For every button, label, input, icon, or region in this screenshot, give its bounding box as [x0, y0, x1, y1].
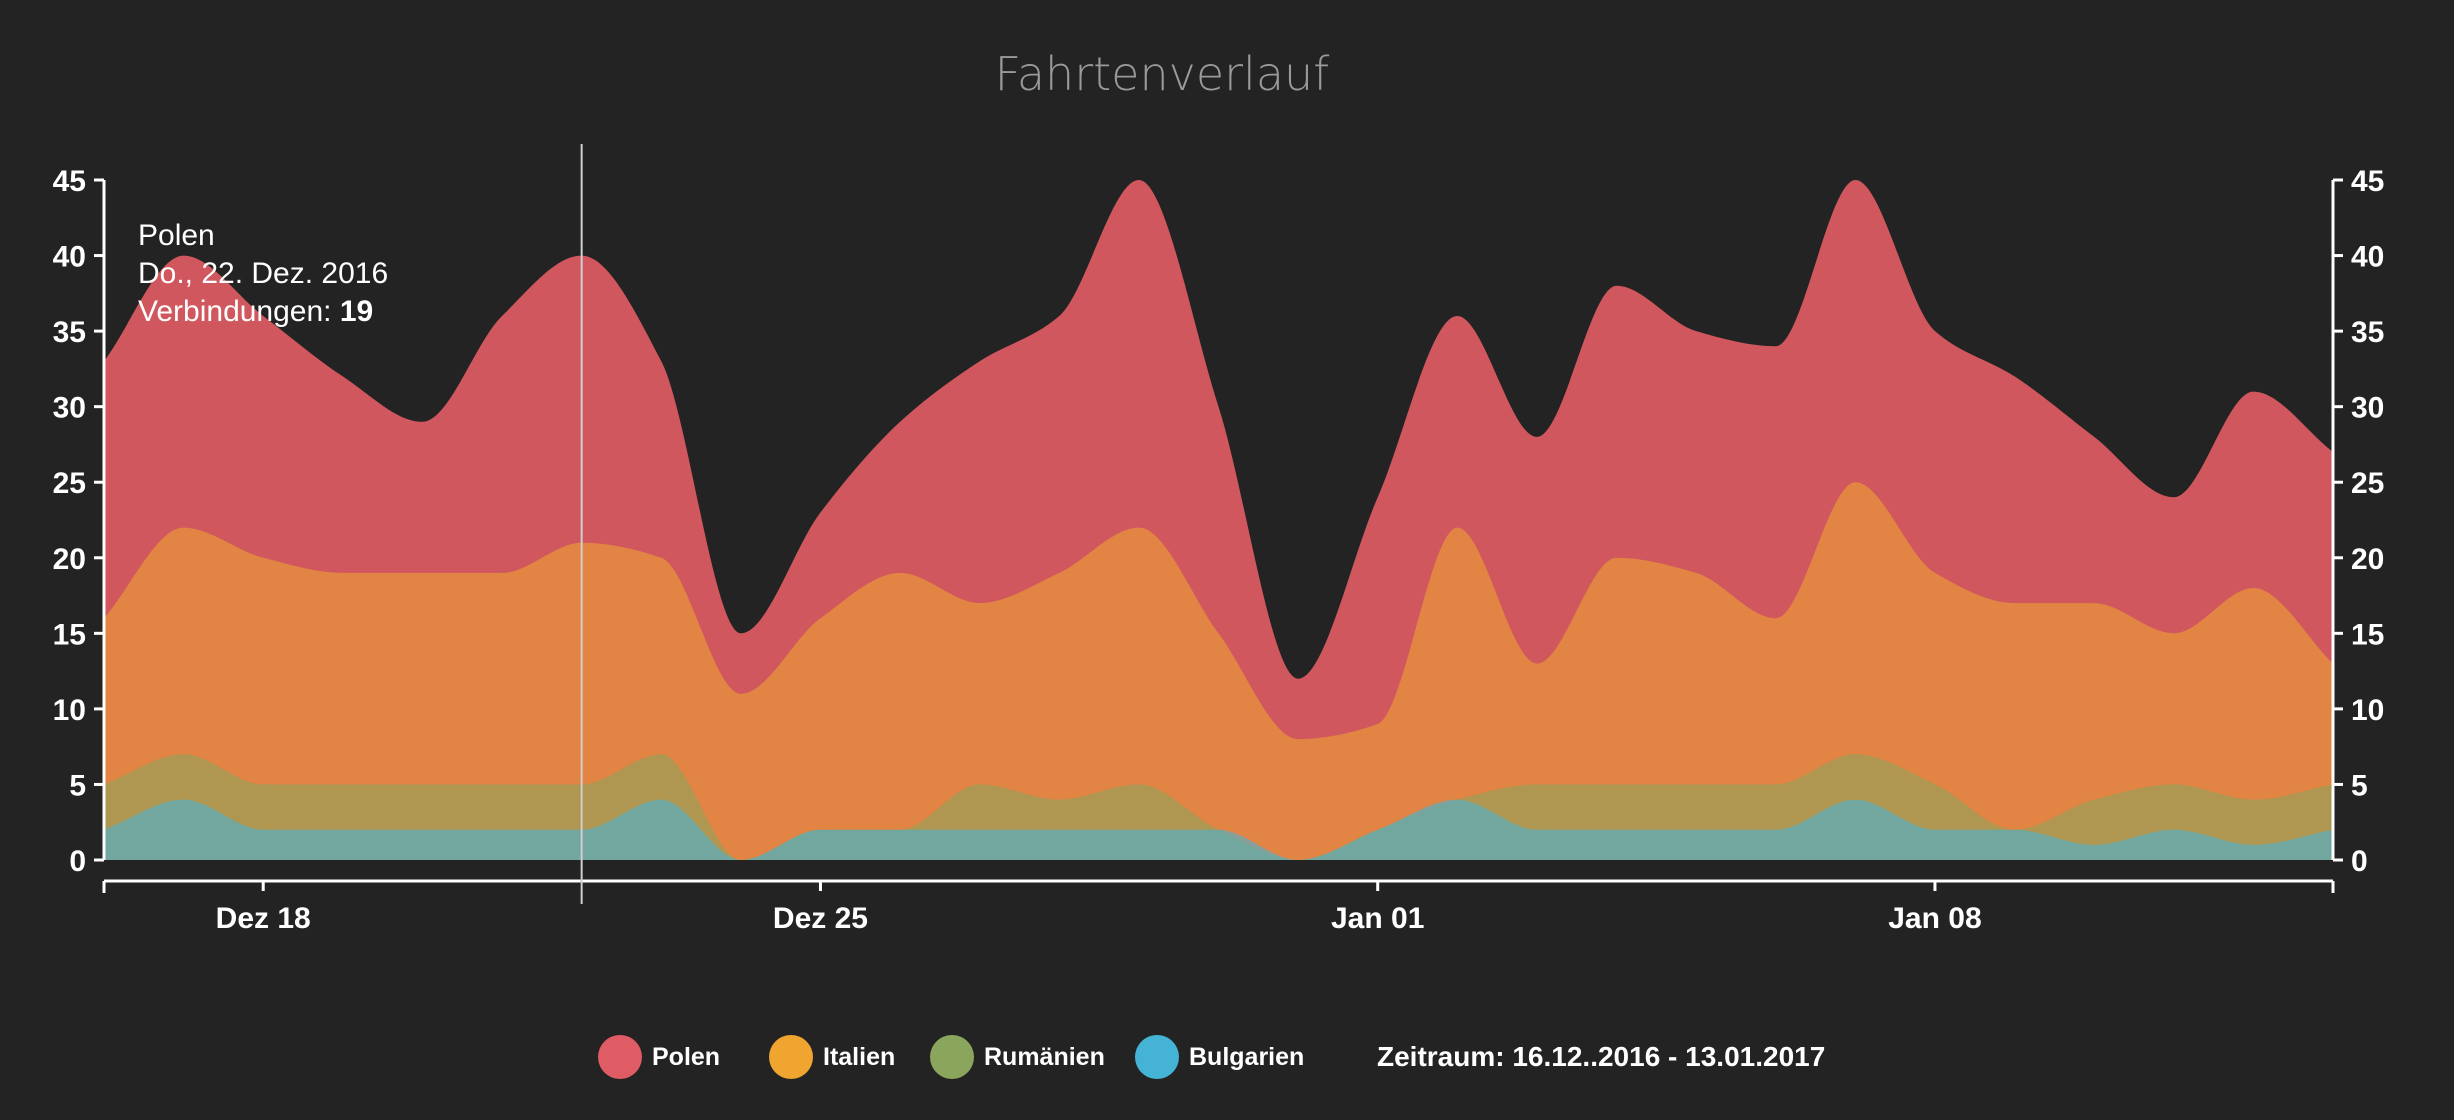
legend-label-italien[interactable]: Italien: [823, 1043, 895, 1071]
legend-swatch-bulgarien[interactable]: [1135, 1035, 1179, 1079]
tooltip-value-label: Verbindungen:: [138, 295, 340, 328]
y-tick-label-left: 20: [53, 543, 86, 576]
x-tick-label: Dez 25: [773, 902, 868, 935]
legend-swatch-italien[interactable]: [769, 1035, 813, 1079]
y-tick-label-right: 25: [2351, 467, 2384, 500]
y-tick-label-right: 30: [2351, 392, 2384, 425]
y-axis-left: 0 5 10 15 20 25 30 35 40 45: [53, 165, 106, 878]
y-tick-label-left: 35: [53, 316, 86, 349]
legend-swatch-rumänien[interactable]: [930, 1035, 974, 1079]
legend-label-rumänien[interactable]: Rumänien: [984, 1043, 1105, 1071]
y-tick-label-left: 5: [69, 769, 86, 802]
tooltip-value-number: 19: [340, 295, 373, 328]
y-tick-label-left: 45: [53, 165, 86, 198]
tooltip-value: Verbindungen: 19: [138, 295, 373, 328]
x-axis: Dez 18 Dez 25 Jan 01 Jan 08: [102, 879, 2335, 935]
y-tick-label-right: 35: [2351, 316, 2384, 349]
y-tick-label-left: 30: [53, 392, 86, 425]
y-tick-label-left: 25: [53, 467, 86, 500]
y-tick-label-right: 15: [2351, 618, 2384, 651]
chart-title: Fahrtenverlauf: [995, 47, 1331, 101]
y-tick-label-left: 0: [69, 845, 86, 878]
x-tick-label: Jan 08: [1888, 902, 1981, 935]
y-tick-label-left: 40: [53, 241, 86, 274]
y-tick-label-left: 15: [53, 618, 86, 651]
legend: Polen Italien Rumänien Bulgarien: [598, 1035, 1304, 1079]
x-tick-label: Dez 18: [216, 902, 311, 935]
x-tick-label: Jan 01: [1331, 902, 1424, 935]
y-tick-label-right: 40: [2351, 241, 2384, 274]
tooltip-date: Do., 22. Dez. 2016: [138, 257, 388, 290]
y-tick-label-right: 45: [2351, 165, 2384, 198]
legend-label-polen[interactable]: Polen: [652, 1043, 720, 1071]
tooltip-series: Polen: [138, 219, 215, 252]
y-tick-label-right: 5: [2351, 769, 2368, 802]
period-text: Zeitraum: 16.12..2016 - 13.01.2017: [1377, 1041, 1825, 1072]
y-axis-right: 0 5 10 15 20 25 30 35 40 45: [2331, 165, 2384, 878]
legend-label-bulgarien[interactable]: Bulgarien: [1189, 1043, 1304, 1071]
legend-swatch-polen[interactable]: [598, 1035, 642, 1079]
tooltip: Polen Do., 22. Dez. 2016 Verbindungen: 1…: [138, 219, 388, 328]
area-series-group: [104, 180, 2333, 860]
area-bulgarien[interactable]: [104, 799, 2333, 860]
y-tick-label-right: 0: [2351, 845, 2368, 878]
y-tick-label-right: 10: [2351, 694, 2384, 727]
y-tick-label-left: 10: [53, 694, 86, 727]
y-tick-label-right: 20: [2351, 543, 2384, 576]
